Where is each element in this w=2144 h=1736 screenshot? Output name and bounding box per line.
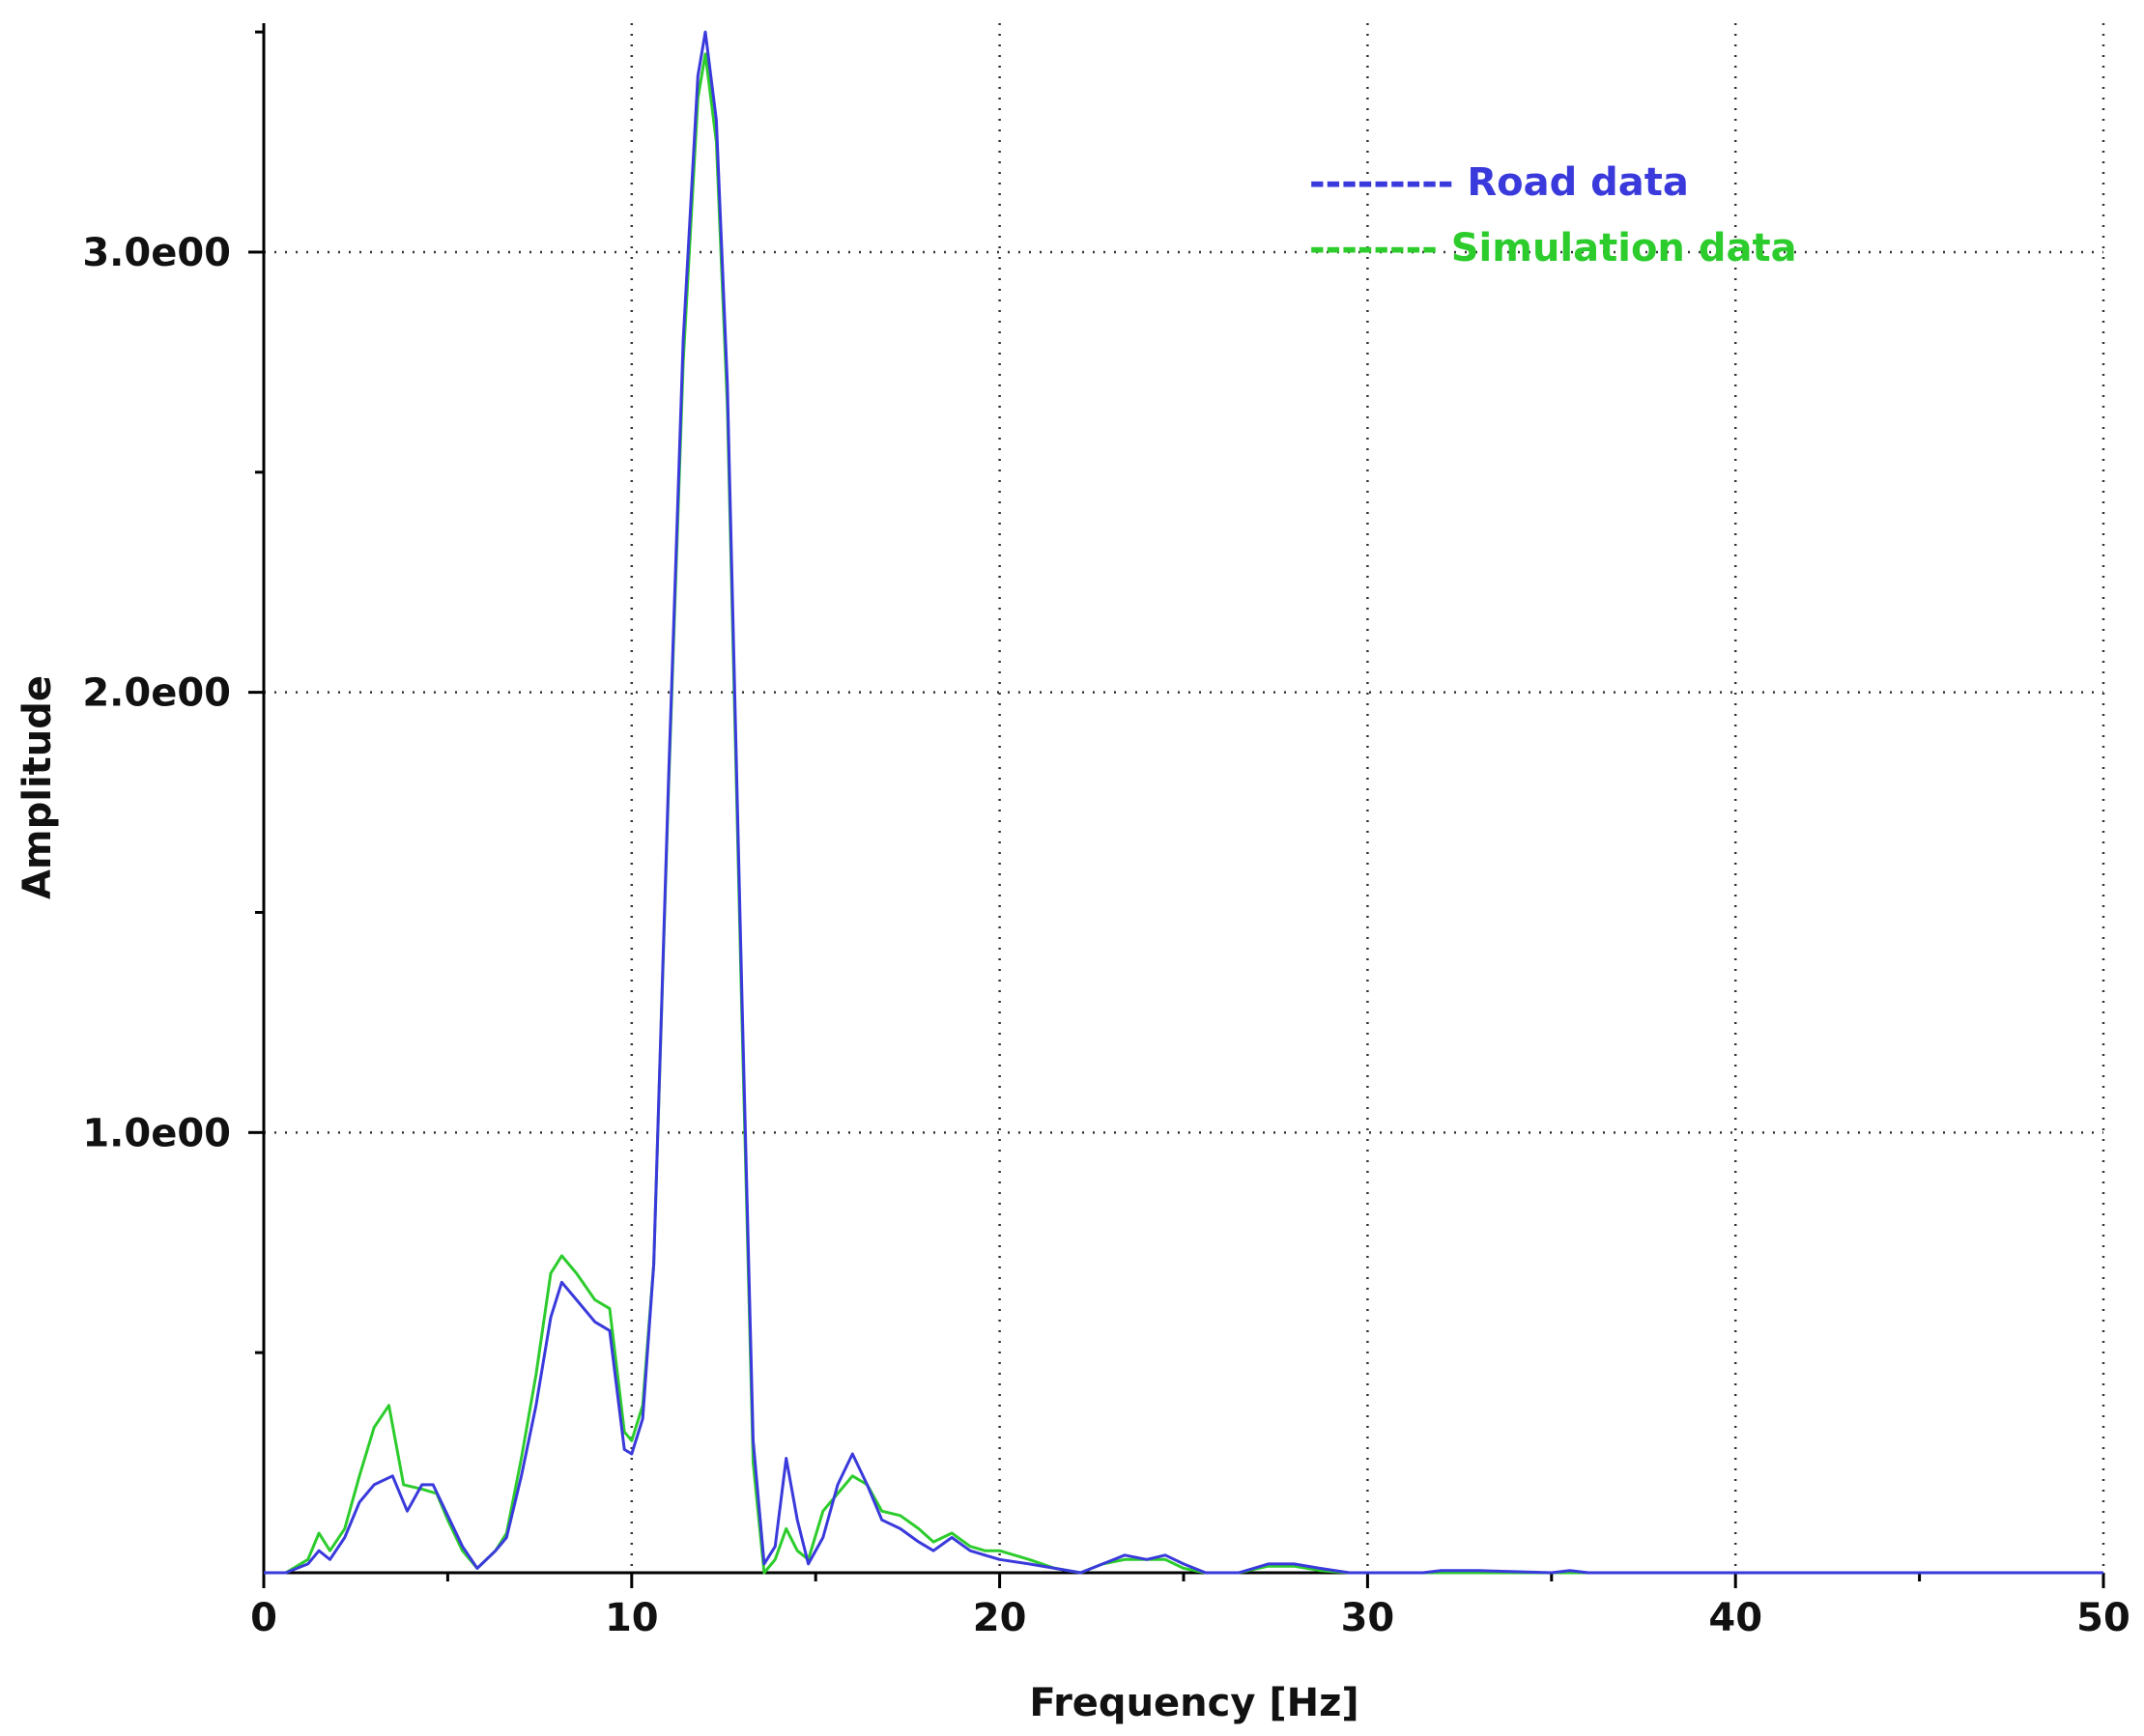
series-line-road-data bbox=[264, 30, 2103, 1575]
series-lines bbox=[264, 30, 2103, 1575]
x-tick-label: 20 bbox=[973, 1596, 1027, 1640]
y-tick-label: 3.0e00 bbox=[82, 231, 231, 275]
x-tick-label: 30 bbox=[1341, 1596, 1395, 1640]
tick-marks bbox=[248, 30, 2105, 1588]
y-tick-labels: 1.0e00 2.0e00 3.0e00 bbox=[82, 231, 231, 1155]
legend-road-data: --------- Road data bbox=[1309, 160, 1689, 205]
legend-simulation-data: -------- Simulation data bbox=[1309, 226, 1797, 270]
x-tick-label: 40 bbox=[1708, 1596, 1762, 1640]
y-tick-label: 1.0e00 bbox=[82, 1111, 231, 1155]
legend: --------- Road data -------- Simulation … bbox=[1309, 160, 1797, 270]
y-tick-label: 2.0e00 bbox=[82, 671, 231, 716]
x-tick-label: 50 bbox=[2076, 1596, 2130, 1640]
x-tick-label: 0 bbox=[250, 1596, 277, 1640]
x-tick-labels: 0 10 20 30 40 50 bbox=[250, 1596, 2130, 1640]
y-axis-label: Amplitude bbox=[15, 675, 60, 899]
series-line-simulation-data bbox=[264, 52, 2103, 1575]
x-axis-label: Frequency [Hz] bbox=[1029, 1681, 1358, 1725]
x-tick-label: 10 bbox=[605, 1596, 659, 1640]
